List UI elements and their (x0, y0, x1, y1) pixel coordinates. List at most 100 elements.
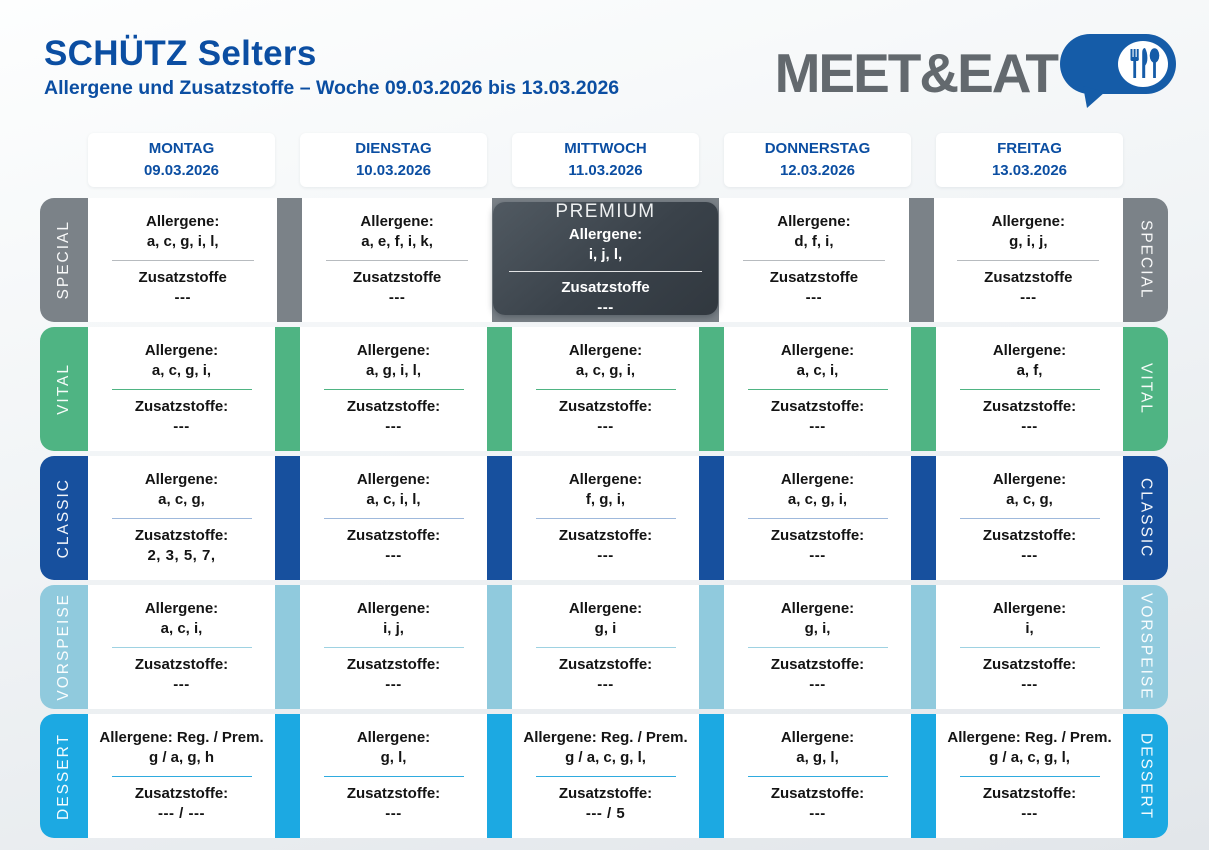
divider (323, 647, 464, 648)
menu-cell: Allergene: a, c, g, i, Zusatzstoffe: --- (88, 327, 275, 451)
menu-cell: Allergene: g, l, Zusatzstoffe: --- (300, 714, 487, 838)
zusatzstoffe-values: --- (173, 418, 190, 436)
row-cells: Allergene: a, c, g, i, Zusatzstoffe: ---… (88, 327, 1123, 451)
zusatzstoffe-values: --- / --- (158, 805, 205, 823)
row-label-text: CLASSIC (1137, 477, 1155, 559)
row-label-text: DESSERT (55, 732, 72, 820)
allergene-label: Allergene: (356, 599, 431, 617)
allergene-values: a, f, (1016, 361, 1043, 379)
divider (111, 776, 252, 777)
day-date: 10.03.2026 (355, 162, 432, 179)
logo-text: MEET&EAT (774, 42, 1059, 104)
row-special: SPECIAL Allergene: a, c, g, i, l, Zusatz… (40, 198, 1168, 322)
page-title: SCHÜTZ Selters (44, 34, 317, 73)
allergene-values: g / a, c, g, l, (565, 748, 646, 766)
divider (535, 518, 676, 519)
day-header-montag: MONTAG 09.03.2026 (88, 133, 275, 187)
zusatzstoffe-label: Zusatzstoffe: (134, 656, 229, 673)
zusatzstoffe-label: Zusatzstoffe: (982, 656, 1077, 673)
menu-cell-premium: PREMIUM Allergene: i, j, l, Zusatzstoffe… (492, 198, 719, 322)
menu-cell: Allergene: a, g, l, Zusatzstoffe: --- (724, 714, 911, 838)
allergene-values: a, c, i, (796, 361, 839, 379)
zusatzstoffe-label: Zusatzstoffe: (770, 398, 865, 415)
zusatzstoffe-label: Zusatzstoffe: (982, 527, 1077, 544)
day-header-freitag: FREITAG 13.03.2026 (936, 133, 1123, 187)
zusatzstoffe-label: Zusatzstoffe: (134, 398, 229, 415)
zusatzstoffe-label: Zusatzstoffe (138, 269, 227, 286)
page-subtitle: Allergene und Zusatzstoffe – Woche 09.03… (44, 76, 620, 99)
allergene-label: Allergene: (356, 728, 431, 746)
allergene-label: Allergene: Reg. / Prem. (523, 728, 688, 746)
zusatzstoffe-label: Zusatzstoffe: (134, 527, 229, 544)
menu-cell: Allergene: i, Zusatzstoffe: --- (936, 585, 1123, 709)
zusatzstoffe-label: Zusatzstoffe: (770, 527, 865, 544)
menu-cell: Allergene: a, c, i, Zusatzstoffe: --- (724, 327, 911, 451)
speech-bubble-cutlery-icon (1059, 28, 1179, 113)
row-label-right: VITAL (1123, 327, 1168, 451)
allergene-values: g, l, (380, 748, 407, 766)
divider (535, 776, 676, 777)
day-date: 09.03.2026 (143, 162, 220, 179)
allergene-values: a, c, g, (1006, 490, 1053, 508)
day-name: DONNERSTAG (764, 139, 871, 157)
allergene-label: Allergene: (146, 212, 220, 230)
allergene-label: Allergene: (992, 599, 1067, 617)
row-label-text: VITAL (1137, 363, 1155, 415)
allergene-values: g, i (594, 619, 617, 637)
zusatzstoffe-label: Zusatzstoffe: (558, 527, 653, 544)
row-cells: Allergene: a, c, i, Zusatzstoffe: --- Al… (88, 585, 1123, 709)
allergene-label: Allergene: (780, 470, 855, 488)
allergene-values: a, c, g, (158, 490, 205, 508)
zusatzstoffe-values: --- (809, 676, 826, 694)
zusatzstoffe-label: Zusatzstoffe: (346, 527, 441, 544)
zusatzstoffe-values: --- (809, 805, 826, 823)
menu-cell: Allergene: a, f, Zusatzstoffe: --- (936, 327, 1123, 451)
allergene-label: Allergene: (144, 599, 219, 617)
menu-cell: Allergene: g, i Zusatzstoffe: --- (512, 585, 699, 709)
allergene-values: g / a, c, g, l, (989, 748, 1070, 766)
zusatzstoffe-label: Zusatzstoffe (561, 279, 650, 297)
allergene-label: Allergene: (568, 470, 643, 488)
allergene-values: g, i, j, (1009, 232, 1048, 250)
row-label-right: SPECIAL (1123, 198, 1168, 322)
zusatzstoffe-label: Zusatzstoffe: (558, 398, 653, 415)
divider (111, 647, 252, 648)
page-header: SCHÜTZ Selters Allergene und Zusatzstoff… (0, 0, 1209, 113)
menu-cell: Allergene: Reg. / Prem. g / a, g, h Zusa… (88, 714, 275, 838)
zusatzstoffe-values: --- (174, 289, 191, 307)
allergene-values: i, j, (383, 619, 404, 637)
divider (959, 776, 1100, 777)
divider (535, 647, 676, 648)
row-cells: Allergene: a, c, g, Zusatzstoffe: 2, 3, … (88, 456, 1123, 580)
allergene-label: Allergene: Reg. / Prem. (947, 728, 1112, 746)
menu-cell: Allergene: a, c, g, i, Zusatzstoffe: --- (724, 456, 911, 580)
allergen-table: MONTAG 09.03.2026 DIENSTAG 10.03.2026 MI… (40, 133, 1168, 838)
allergene-label: Allergene: (777, 212, 851, 230)
day-header-dienstag: DIENSTAG 10.03.2026 (300, 133, 487, 187)
zusatzstoffe-label: Zusatzstoffe: (134, 785, 229, 802)
allergene-label: Allergene: (991, 212, 1065, 230)
allergene-label: Allergene: (356, 341, 431, 359)
row-vital: VITAL Allergene: a, c, g, i, Zusatzstoff… (40, 327, 1168, 451)
row-vorspeise: VORSPEISE Allergene: a, c, i, Zusatzstof… (40, 585, 1168, 709)
premium-badge: PREMIUM (555, 200, 656, 222)
zusatzstoffe-values: --- (1021, 805, 1038, 823)
allergene-values: a, g, l, (796, 748, 839, 766)
allergene-values: a, c, g, i, l, (146, 232, 219, 250)
allergene-values: a, c, g, i, (151, 361, 212, 379)
zusatzstoffe-values: --- (1021, 676, 1038, 694)
allergene-values: d, f, i, (794, 232, 834, 250)
row-cells: Allergene: a, c, g, i, l, Zusatzstoffe -… (88, 198, 1124, 322)
menu-cell: Allergene: a, c, g, Zusatzstoffe: 2, 3, … (88, 456, 275, 580)
divider (323, 776, 464, 777)
zusatzstoffe-values: --- (388, 289, 406, 307)
menu-cell: Allergene: a, c, i, l, Zusatzstoffe: --- (300, 456, 487, 580)
premium-panel: PREMIUM Allergene: i, j, l, Zusatzstoffe… (492, 200, 719, 316)
allergene-values: a, c, g, i, (787, 490, 848, 508)
zusatzstoffe-values: --- (173, 676, 190, 694)
zusatzstoffe-label: Zusatzstoffe: (346, 398, 441, 415)
divider (326, 260, 469, 261)
divider (111, 389, 252, 390)
menu-cell: Allergene: a, c, i, Zusatzstoffe: --- (88, 585, 275, 709)
zusatzstoffe-values: --- (809, 547, 826, 565)
